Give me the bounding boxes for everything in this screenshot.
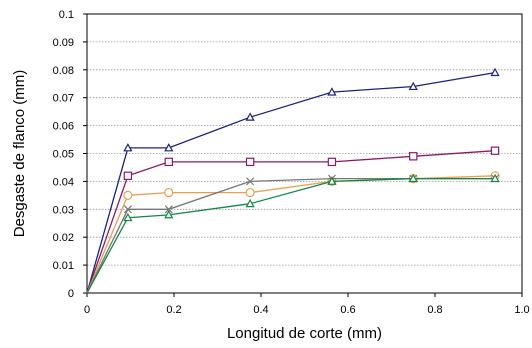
series-2-point — [327, 157, 337, 167]
x-tick-label: 0 — [84, 304, 90, 316]
series-5-point — [245, 198, 255, 208]
y-tick-label: 0.05 — [53, 149, 74, 161]
series-5-point — [490, 173, 500, 183]
series-1-point — [327, 87, 337, 96]
grid-lines — [87, 13, 522, 266]
series-3 — [86, 171, 500, 294]
y-axis-title: Desgaste de flanco (mm) — [11, 70, 28, 238]
series-1 — [86, 67, 500, 294]
x-tick-label: 0.2 — [166, 304, 181, 316]
series-group — [86, 67, 500, 294]
y-tick-label: 0.01 — [53, 260, 74, 272]
series-4-point — [164, 205, 173, 214]
y-tick-label: 0 — [68, 288, 74, 300]
x-tick-label: 1.0 — [514, 304, 529, 316]
series-5-point — [164, 210, 174, 219]
y-axis-ticks: 0 0.01 0.02 0.03 0.04 0.05 0.06 0.07 0.08 0.09 0.1 — [53, 9, 87, 300]
series-3-point — [245, 187, 255, 198]
series-5-point — [327, 176, 337, 185]
series-2-point — [123, 171, 133, 181]
series-1-point — [490, 67, 500, 77]
y-tick-label: 0.04 — [53, 176, 74, 188]
y-tick-label: 0.06 — [53, 121, 74, 133]
y-tick-label: 0.08 — [53, 65, 74, 77]
series-5-point — [408, 173, 418, 183]
x-tick-label: 0.4 — [253, 304, 268, 316]
series-4-line — [86, 177, 495, 294]
series-1-point — [408, 81, 418, 91]
series-5-line — [86, 177, 495, 294]
series-4-point — [246, 177, 255, 186]
y-tick-label: 0.09 — [53, 37, 74, 49]
series-1-point — [245, 112, 255, 121]
y-tick-label: 0.07 — [53, 93, 74, 105]
series-1-point — [164, 143, 174, 152]
series-2-line — [86, 150, 496, 294]
series-2-point — [409, 152, 418, 161]
series-3-line — [86, 175, 496, 294]
series-5 — [86, 173, 500, 294]
series-4-point — [123, 205, 132, 214]
series-2-point — [490, 146, 500, 155]
series-1-point — [123, 143, 133, 152]
plot-area-frame — [86, 13, 523, 294]
series-2-point — [164, 157, 173, 167]
series-3-point — [164, 187, 174, 198]
x-tick-label: 0.6 — [340, 304, 355, 316]
series-2 — [86, 146, 500, 294]
y-tick-label: 0.02 — [53, 232, 74, 244]
series-2-point — [245, 157, 255, 167]
y-tick-label: 0.03 — [53, 204, 74, 216]
x-axis-ticks: 0 0.2 0.4 0.6 0.8 1.0 — [84, 293, 530, 316]
series-1-line — [86, 71, 496, 294]
y-tick-label: 0.1 — [59, 9, 74, 21]
series-3-point — [123, 190, 133, 200]
x-tick-label: 0.8 — [427, 304, 442, 316]
x-axis-title: Longitud de corte (mm) — [227, 325, 382, 342]
series-5-point — [123, 212, 133, 222]
